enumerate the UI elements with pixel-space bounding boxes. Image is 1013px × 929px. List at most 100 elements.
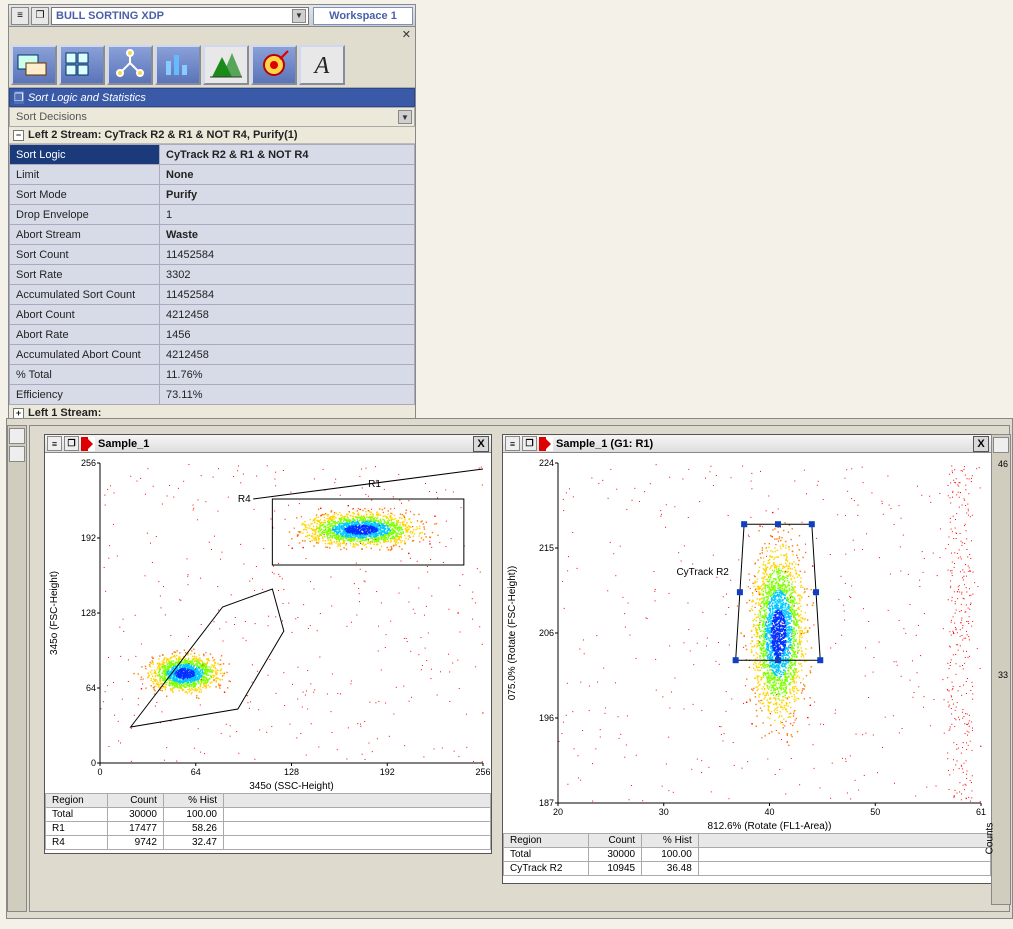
plot-workspace: ≡ ❐ Sample_1 X 0641281922560641281922563… xyxy=(6,418,1013,919)
stats-value: 11.76% xyxy=(160,365,415,385)
target-icon[interactable] xyxy=(251,45,297,85)
plot-left-titlebar[interactable]: ≡ ❐ Sample_1 X xyxy=(45,435,491,453)
region-row[interactable]: R4974232.47 xyxy=(46,836,491,850)
region-row[interactable]: Total30000100.00 xyxy=(504,848,991,862)
stats-row[interactable]: Abort StreamWaste xyxy=(10,225,415,245)
svg-text:215: 215 xyxy=(539,543,554,553)
chevron-down-icon[interactable]: ▼ xyxy=(292,9,306,23)
svg-text:187: 187 xyxy=(539,798,554,808)
svg-text:345o (FSC-Height): 345o (FSC-Height) xyxy=(49,571,60,655)
stats-row[interactable]: % Total11.76% xyxy=(10,365,415,385)
doc-icon[interactable]: ❐ xyxy=(64,436,79,451)
doc-icon[interactable]: ❐ xyxy=(522,436,537,451)
stats-row[interactable]: Sort LogicCyTrack R2 & R1 & NOT R4 xyxy=(10,145,415,165)
region-row[interactable]: CyTrack R21094536.48 xyxy=(504,862,991,876)
stats-row[interactable]: Sort Rate3302 xyxy=(10,265,415,285)
plot-right-body[interactable]: 1871962062152242030405061075.0% (Rotate … xyxy=(503,453,991,833)
close-icon[interactable]: ✕ xyxy=(9,27,415,43)
menu-icon[interactable]: ≡ xyxy=(47,436,62,451)
save-icon[interactable] xyxy=(9,428,25,444)
sort-decisions-dropdown[interactable]: Sort Decisions ▼ xyxy=(9,107,415,127)
svg-text:192: 192 xyxy=(81,533,96,543)
stream-header[interactable]: − Left 2 Stream: CyTrack R2 & R1 & NOT R… xyxy=(9,127,415,144)
stats-value: 73.11% xyxy=(160,385,415,405)
stats-row[interactable]: Efficiency73.11% xyxy=(10,385,415,405)
flag-icon xyxy=(81,437,95,451)
stats-value: 4212458 xyxy=(160,345,415,365)
stats-table: Sort LogicCyTrack R2 & R1 & NOT R4LimitN… xyxy=(9,144,415,405)
flag-icon xyxy=(539,437,553,451)
region-row[interactable]: Total30000100.00 xyxy=(46,808,491,822)
svg-text:20: 20 xyxy=(553,807,563,817)
left-tool-strip xyxy=(7,425,27,912)
svg-text:64: 64 xyxy=(86,683,96,693)
col-header: Count xyxy=(589,834,642,848)
expand-icon[interactable]: + xyxy=(13,408,24,419)
col-header: Count xyxy=(107,794,163,808)
col-header: % Hist xyxy=(163,794,223,808)
stats-key: Sort Count xyxy=(10,245,160,265)
grid-icon[interactable] xyxy=(59,45,105,85)
stats-row[interactable]: LimitNone xyxy=(10,165,415,185)
stats-row[interactable]: Accumulated Abort Count4212458 xyxy=(10,345,415,365)
stats-row[interactable]: Abort Rate1456 xyxy=(10,325,415,345)
svg-text:0: 0 xyxy=(97,767,102,777)
close-icon[interactable]: X xyxy=(973,436,989,452)
stats-key: Accumulated Abort Count xyxy=(10,345,160,365)
close-icon[interactable]: X xyxy=(473,436,489,452)
svg-text:812.6% (Rotate (FL1-Area)): 812.6% (Rotate (FL1-Area)) xyxy=(708,821,832,832)
col-header: % Hist xyxy=(642,834,699,848)
stream-header-text: Left 2 Stream: CyTrack R2 & R1 & NOT R4,… xyxy=(28,129,298,141)
plot-right-titlebar[interactable]: ≡ ❐ Sample_1 (G1: R1) X xyxy=(503,435,991,453)
workspace-label[interactable]: Workspace 1 xyxy=(313,7,413,25)
scatter-left: 064128192256064128192256345o (FSC-Height… xyxy=(45,453,493,793)
col-header: Region xyxy=(504,834,589,848)
collapse-icon[interactable]: − xyxy=(13,130,24,141)
stats-key: Efficiency xyxy=(10,385,160,405)
region-table-right: RegionCount% Hist Total30000100.00CyTrac… xyxy=(503,833,991,876)
region-table-left: RegionCount% Hist Total30000100.00R11747… xyxy=(45,793,491,850)
workspace-combo[interactable]: BULL SORTING XDP ▼ xyxy=(51,7,309,25)
stats-value: 11452584 xyxy=(160,285,415,305)
stats-value: 1456 xyxy=(160,325,415,345)
stats-row[interactable]: Accumulated Sort Count11452584 xyxy=(10,285,415,305)
ws-icon[interactable] xyxy=(11,45,57,85)
plot-left-title: Sample_1 xyxy=(98,438,149,450)
stats-key: Sort Rate xyxy=(10,265,160,285)
rt-tick-mid: 33 xyxy=(998,670,1008,680)
bars-icon[interactable] xyxy=(155,45,201,85)
stats-value: Waste xyxy=(160,225,415,245)
doc-icon[interactable]: ❐ xyxy=(31,7,49,25)
plot-left-body[interactable]: 064128192256064128192256345o (FSC-Height… xyxy=(45,453,491,793)
svg-text:61: 61 xyxy=(976,807,986,817)
tool-icon[interactable] xyxy=(9,446,25,462)
stats-title: Sort Logic and Statistics xyxy=(28,92,146,104)
plot-container: ≡ ❐ Sample_1 X 0641281922560641281922563… xyxy=(29,425,1010,912)
stats-key: Drop Envelope xyxy=(10,205,160,225)
stats-key: Accumulated Sort Count xyxy=(10,285,160,305)
stats-key: Sort Mode xyxy=(10,185,160,205)
menu-icon[interactable]: ≡ xyxy=(11,7,29,25)
svg-text:196: 196 xyxy=(539,713,554,723)
menu-icon[interactable]: ≡ xyxy=(505,436,520,451)
stats-key: % Total xyxy=(10,365,160,385)
svg-text:224: 224 xyxy=(539,458,554,468)
svg-text:075.0% (Rotate (FSC-Height)): 075.0% (Rotate (FSC-Height)) xyxy=(507,566,518,701)
region-row[interactable]: R11747758.26 xyxy=(46,822,491,836)
chevron-down-icon[interactable]: ▼ xyxy=(398,110,412,124)
tree-icon[interactable] xyxy=(107,45,153,85)
stats-row[interactable]: Sort ModePurify xyxy=(10,185,415,205)
stats-row[interactable]: Sort Count11452584 xyxy=(10,245,415,265)
stats-key: Abort Count xyxy=(10,305,160,325)
stats-value: 11452584 xyxy=(160,245,415,265)
svg-text:256: 256 xyxy=(81,458,96,468)
svg-text:206: 206 xyxy=(539,628,554,638)
svg-text:R1: R1 xyxy=(368,479,381,490)
stats-row[interactable]: Drop Envelope1 xyxy=(10,205,415,225)
stats-row[interactable]: Abort Count4212458 xyxy=(10,305,415,325)
a-icon[interactable]: A xyxy=(299,45,345,85)
section-icon[interactable]: ❐ xyxy=(14,91,24,104)
stats-key: Sort Logic xyxy=(10,145,160,165)
histogram-icon[interactable] xyxy=(203,45,249,85)
save-icon[interactable] xyxy=(993,437,1009,453)
